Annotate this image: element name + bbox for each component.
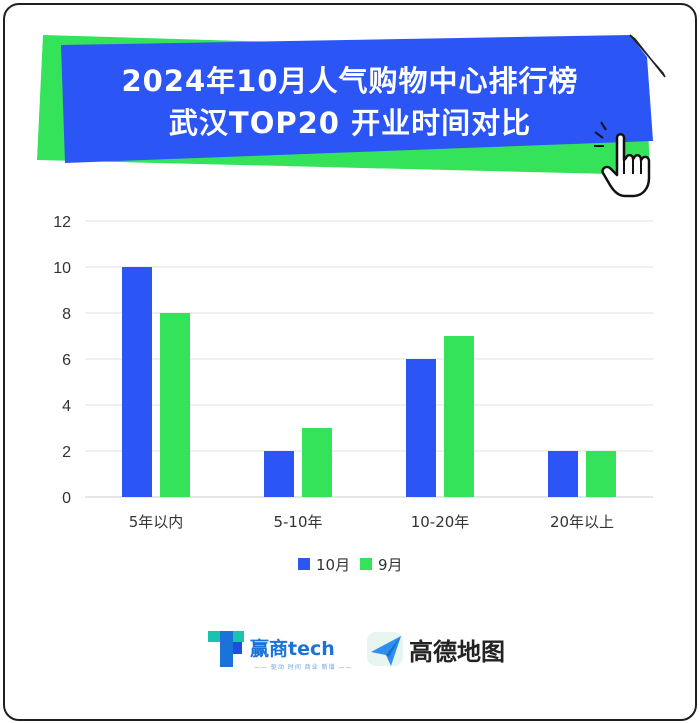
brand1-logo-mark-stem (220, 631, 233, 667)
bar-oct-0 (122, 267, 152, 497)
brand1-logo: 赢商tech —— 驱动 时间 商业 新增 —— (208, 631, 353, 671)
bar-oct-3 (548, 451, 578, 497)
chart-canvas: 2024年10月人气购物中心排行榜 武汉TOP20 开业时间对比 0 2 4 6 8 10… (37, 34, 666, 671)
brand1-logo-mark-accent (233, 642, 242, 654)
bar-sep-1 (302, 428, 332, 497)
legend-swatch (360, 558, 372, 570)
x-tick-label: 20年以上 (550, 513, 614, 531)
x-tick-label: 10-20年 (411, 513, 470, 531)
plot-area: 0 2 4 6 8 10 12 5年以内 5-10年 10-20年 20年以上 (53, 214, 653, 531)
y-tick-label: 2 (62, 444, 71, 461)
pointer-hand-icon (594, 121, 651, 198)
chart-card: 2024年10月人气购物中心排行榜 武汉TOP20 开业时间对比 0 2 4 6 8 10… (3, 3, 697, 721)
y-tick-label: 0 (62, 490, 71, 507)
y-tick-label: 8 (62, 306, 71, 323)
legend-swatch (298, 558, 310, 570)
bar-oct-1 (264, 451, 294, 497)
x-tick-label: 5-10年 (273, 513, 322, 531)
y-tick-label: 12 (53, 214, 71, 231)
brand2-paper-plane-icon (371, 636, 401, 666)
y-tick-label: 4 (62, 398, 71, 415)
banner-blue-ribbon (61, 35, 653, 163)
chart-title-line-1: 2024年10月人气购物中心排行榜 (121, 64, 578, 98)
bar-oct-2 (406, 359, 436, 497)
y-tick-label: 10 (53, 260, 71, 277)
brand1-tagline: —— 驱动 时间 商业 新增 —— (254, 663, 353, 671)
banner-fold-shadow (629, 34, 666, 78)
title-banner: 2024年10月人气购物中心排行榜 武汉TOP20 开业时间对比 (37, 34, 666, 175)
legend-label: 10月 (316, 556, 350, 574)
chart-title-line-2: 武汉TOP20 开业时间对比 (169, 106, 531, 140)
legend: 10月 9月 (298, 556, 403, 574)
y-tick-label: 6 (62, 352, 71, 369)
brand2-logo: 高德地图 (367, 632, 505, 666)
legend-label: 9月 (378, 556, 403, 574)
bar-sep-3 (586, 451, 616, 497)
bar-sep-0 (160, 313, 190, 497)
brand2-name: 高德地图 (409, 638, 505, 666)
bar-sep-2 (444, 336, 474, 497)
x-tick-label: 5年以内 (129, 513, 184, 531)
brand1-name: 赢商tech (250, 637, 335, 660)
